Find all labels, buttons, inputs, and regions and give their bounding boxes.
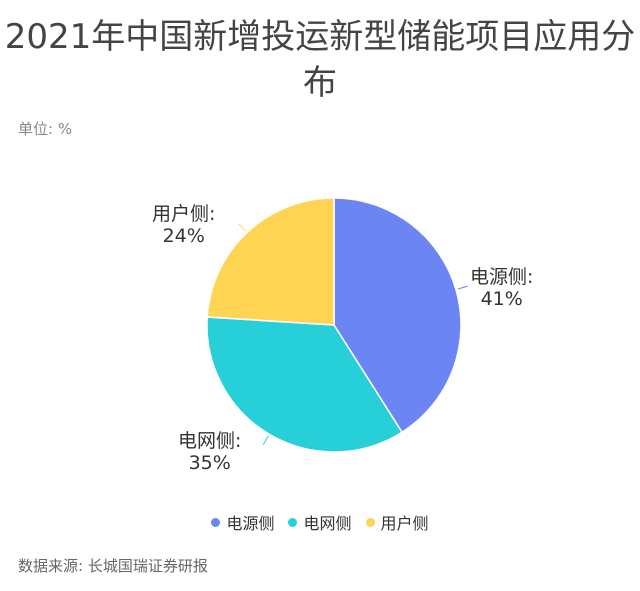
legend-dot <box>365 517 375 527</box>
chart-title: 2021年中国新增投运新型储能项目应用分布 <box>4 17 636 103</box>
legend: 电源侧 电网侧 用户侧 <box>0 510 640 534</box>
pie-slice-2[interactable] <box>206 197 335 326</box>
legend-label: 电源侧 <box>226 514 275 533</box>
legend-label: 电网侧 <box>303 514 352 533</box>
legend-item-source[interactable]: 电源侧 <box>211 510 274 534</box>
slice-label-pct: 35% <box>188 452 231 474</box>
leader-line-2 <box>238 223 247 232</box>
slice-label-name: 用户侧: <box>152 203 216 225</box>
legend-item-user[interactable]: 用户侧 <box>365 510 429 534</box>
unit-label: 单位: % <box>18 120 73 138</box>
slice-label-name: 电网侧: <box>178 430 242 452</box>
leader-line-1 <box>262 435 269 445</box>
legend-dot <box>211 517 221 527</box>
slice-label-pct: 24% <box>162 225 205 247</box>
slice-label-name: 电源侧: <box>470 266 534 288</box>
leader-line-0 <box>457 285 468 290</box>
label-grid-side: 电网侧: 35% <box>178 430 241 474</box>
source-note: 数据来源: 长城国瑞证券研报 <box>18 557 208 575</box>
pie-slice-1[interactable] <box>206 316 404 453</box>
label-user-side: 用户侧: 24% <box>152 203 215 247</box>
slice-label-pct: 41% <box>480 288 523 310</box>
legend-label: 用户侧 <box>380 514 429 533</box>
legend-dot <box>288 517 298 527</box>
legend-item-grid[interactable]: 电网侧 <box>288 510 352 534</box>
label-source-side: 电源侧: 41% <box>470 266 533 310</box>
